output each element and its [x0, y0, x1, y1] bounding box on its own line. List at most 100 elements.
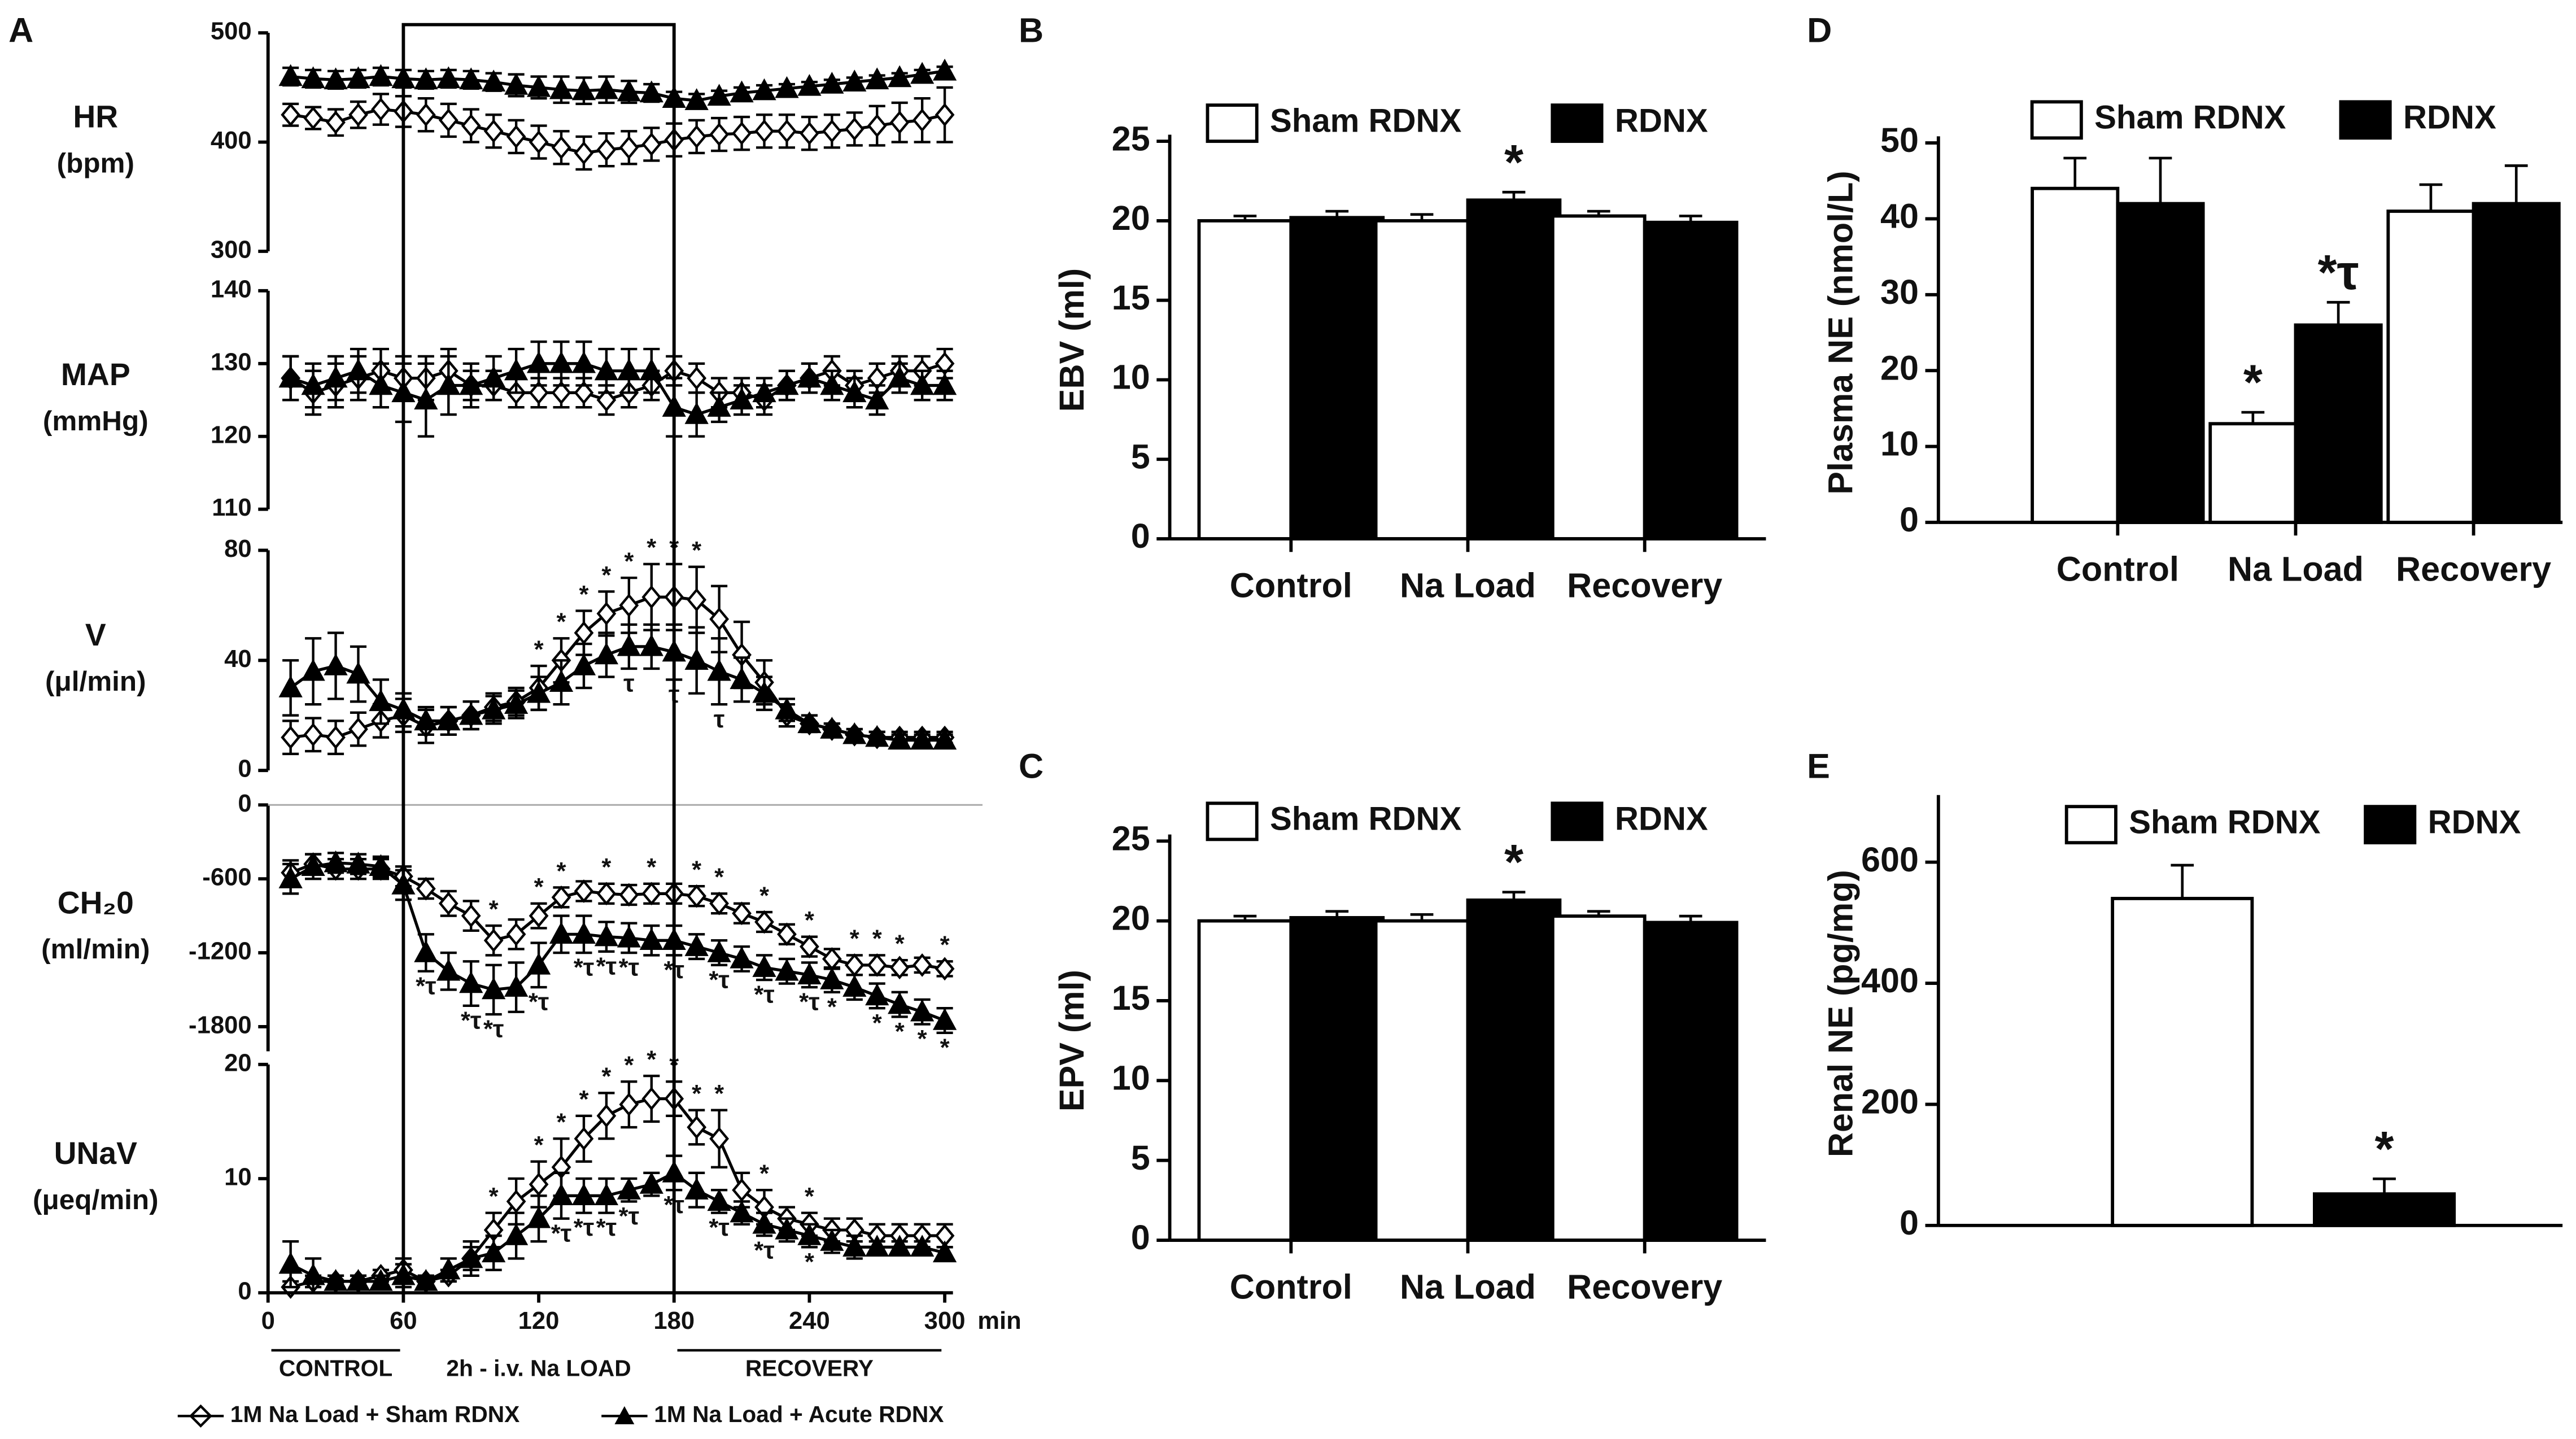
data-point — [459, 67, 483, 90]
significance-label: * — [601, 562, 611, 589]
x-tick-label: Recovery — [2396, 550, 2551, 588]
data-point — [594, 642, 619, 665]
data-point — [371, 97, 391, 121]
data-point — [506, 922, 526, 947]
data-point — [932, 373, 957, 395]
data-point — [867, 953, 887, 977]
data-point — [732, 1178, 752, 1202]
data-point — [732, 121, 752, 145]
data-point — [844, 117, 865, 141]
bar — [1551, 214, 1647, 540]
x-tick-label: Na Load — [1400, 1267, 1536, 1306]
data-point — [617, 634, 641, 656]
y-tick-label: 50 — [1880, 121, 1919, 159]
error-bar — [2373, 1177, 2396, 1194]
error-bar — [2149, 156, 2172, 204]
x-tick-label: Control — [2057, 550, 2179, 588]
significance-label: * — [601, 854, 611, 881]
y-tick-label: 400 — [1861, 961, 1919, 1000]
data-point — [551, 886, 571, 909]
legend-label: Sham RDNX — [1270, 103, 1462, 139]
y-tick-label: 300 — [211, 237, 252, 264]
data-point — [369, 64, 393, 86]
data-point — [278, 365, 303, 388]
bar — [1466, 198, 1562, 540]
data-point — [551, 136, 571, 160]
data-point — [369, 373, 393, 395]
data-point — [844, 953, 865, 977]
bar — [1197, 219, 1293, 540]
data-point — [438, 108, 459, 132]
data-point — [416, 877, 436, 901]
data-point — [752, 955, 776, 977]
data-point — [775, 76, 799, 98]
bar — [1289, 216, 1385, 540]
significance-label: * — [557, 858, 566, 885]
significance-label: *τ — [551, 1220, 571, 1247]
data-point — [865, 725, 889, 747]
data-point — [574, 1127, 594, 1151]
data-point — [281, 725, 301, 749]
data-point — [641, 882, 662, 906]
data-point — [596, 138, 617, 162]
y-tick-label: 0 — [1900, 1203, 1919, 1242]
data-point — [436, 1257, 461, 1280]
data-point — [777, 922, 797, 947]
y-tick-label: -1200 — [189, 938, 252, 965]
y-tick-label: 40 — [1880, 197, 1919, 236]
significance-label: * — [489, 896, 499, 923]
data-point — [822, 947, 842, 971]
data-point — [732, 901, 752, 926]
data-point — [935, 957, 955, 981]
data-point — [797, 73, 822, 96]
y-tick-label: 80 — [224, 535, 252, 562]
data-point — [574, 879, 594, 903]
data-point — [506, 1189, 526, 1214]
data-point — [619, 883, 639, 907]
significance-label: *τ — [416, 973, 436, 1000]
data-point — [324, 67, 348, 90]
significance-label: * — [895, 930, 905, 957]
data-point — [504, 358, 529, 381]
y-tick-label: 120 — [211, 421, 252, 448]
y-axis-label: (ml/min) — [41, 934, 150, 965]
data-point — [301, 854, 325, 877]
y-tick-label: 0 — [1131, 517, 1150, 555]
significance-label: * — [579, 1086, 588, 1113]
data-point — [278, 64, 303, 86]
data-point — [775, 1217, 799, 1240]
y-axis-label: (μeq/min) — [33, 1184, 159, 1215]
significance-label: * — [805, 1183, 814, 1210]
data-point — [549, 670, 574, 692]
significance-label: *τ — [574, 954, 594, 982]
data-point — [346, 851, 370, 874]
data-point — [912, 108, 932, 132]
y-tick-label: 130 — [211, 348, 252, 376]
data-point — [529, 1172, 549, 1196]
data-point — [730, 946, 754, 969]
data-point — [820, 967, 844, 989]
significance-label: * — [805, 907, 814, 934]
significance-label: * — [759, 882, 769, 909]
legend-swatch — [2030, 100, 2083, 140]
data-point — [820, 72, 844, 94]
phase-label: RECOVERY — [745, 1355, 874, 1381]
data-point — [506, 125, 526, 149]
data-point — [483, 119, 504, 143]
data-point — [752, 78, 776, 101]
data-point — [324, 850, 348, 873]
significance-label: * — [2375, 1122, 2394, 1176]
data-point — [436, 958, 461, 981]
data-point — [549, 1183, 574, 1206]
data-point — [684, 934, 709, 956]
data-point — [865, 387, 889, 409]
series-line — [290, 861, 946, 1022]
significance-label: * — [692, 857, 701, 884]
data-point — [888, 65, 912, 88]
data-point — [775, 958, 799, 981]
significance-label: τ — [623, 670, 634, 697]
significance-label: *τ — [529, 989, 549, 1016]
data-point — [639, 80, 663, 103]
significance-label: * — [895, 1018, 905, 1045]
